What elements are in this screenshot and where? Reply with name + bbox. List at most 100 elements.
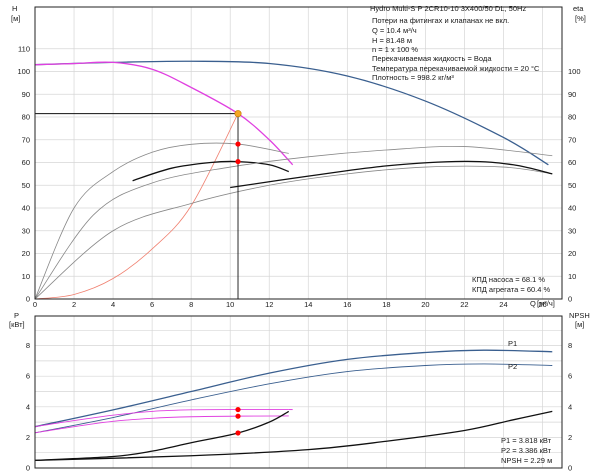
system-curve-curve [35,113,239,299]
head-axis-label: H [12,4,17,13]
power-npsh-marker-2 [235,413,241,419]
p1-value-note: P1 = 3.818 кВт [501,436,552,445]
p2-multi-curve [35,363,553,434]
info-line-flow: Q = 10.4 м³/ч [372,26,417,35]
duty-point-marker [234,110,242,118]
power-tick-4: 4 [26,402,30,411]
eta-axis-label: eta [573,4,584,13]
npsh-single-curve [35,410,290,461]
head-tick-50: 50 [22,181,30,190]
power-npsh-marker-1 [235,406,241,413]
head-tick-70: 70 [22,135,30,144]
eta-tick-20: 20 [568,249,576,258]
npsh-tick-2: 2 [568,433,572,442]
power-tick-8: 8 [26,341,30,350]
info-line-pump-model: Hydro Multi-S P 2CR10-10 3X400/50 DL, 50… [370,4,526,13]
x-tick-12: 12 [265,300,273,309]
info-line-temperature: Температура перекачиваемой жидкости = 20… [372,64,540,73]
head-tick-60: 60 [22,158,30,167]
npsh-value-note: NPSH = 2.29 м [501,456,552,465]
flow-axis-unit: [м³/ч] [537,299,555,308]
head-tick-10: 10 [22,272,30,281]
head-efficiency-panel: 0 2 4 6 8 10 12 14 16 18 20 22 24 26 0102030405060708… [11,4,586,309]
head-tick-30: 30 [22,226,30,235]
x-tick-6: 6 [150,300,154,309]
npsh-tick-8: 8 [568,341,572,350]
top-x-ticks: 0 2 4 6 8 10 12 14 16 18 20 22 24 26 [33,300,547,309]
npsh-multi-curve [35,410,553,461]
efficiency-marker-1 [235,141,241,147]
p1-multi-curve [35,349,553,428]
info-line-head: H = 81.48 м [372,36,412,45]
power-tick-2: 2 [26,433,30,442]
npsh-axis-ticks: 0 2 4 6 8 [568,341,572,472]
x-tick-20: 20 [421,300,429,309]
info-line-density: Плотность = 998.2 кг/м³ [372,73,454,82]
eta-axis-ticks: 0 10 20 30 40 50 60 70 80 90 100 [568,67,581,304]
efficiency-unit-1-curve [132,160,289,182]
info-line-liquid: Перекачиваемая жидкость = Вода [372,54,492,63]
x-tick-4: 4 [111,300,115,309]
x-tick-2: 2 [72,300,76,309]
x-tick-26: 26 [538,300,546,309]
efficiency-pump-2-curve [35,145,553,299]
p2-series-label: P2 [508,362,517,371]
x-tick-10: 10 [226,300,234,309]
eta-axis-unit: [%] [575,14,586,23]
eta-tick-0: 0 [568,295,572,304]
eta-tick-80: 80 [568,113,576,122]
info-line-losses-note: Потери на фитингах и клапанах не вкл. [372,16,509,25]
unit-efficiency-note: КПД агрегата = 60.4 % [472,285,550,294]
x-tick-16: 16 [343,300,351,309]
p1-series-label: P1 [508,339,517,348]
head-tick-80: 80 [22,113,30,122]
npsh-axis-label: NPSH [569,311,590,320]
eta-tick-90: 90 [568,90,576,99]
x-tick-0: 0 [33,300,37,309]
eta-tick-10: 10 [568,272,576,281]
head-tick-20: 20 [22,249,30,258]
head-tick-0: 0 [26,295,30,304]
power-axis-unit: [кВт] [9,320,25,329]
flow-axis-label: Q [530,299,536,308]
power-axis-ticks: 0 2 4 6 8 [26,341,30,472]
eta-tick-50: 50 [568,181,576,190]
power-axis-label: P [14,311,19,320]
p2-value-note: P2 = 3.386 кВт [501,446,552,455]
head-tick-100: 100 [17,67,30,76]
npsh-tick-6: 6 [568,372,572,381]
eta-tick-60: 60 [568,158,576,167]
npsh-tick-4: 4 [568,402,572,411]
head-multi-pump-curve [35,60,549,166]
x-tick-18: 18 [382,300,390,309]
info-line-speed: n = 1 x 100 % [372,45,418,54]
npsh-tick-0: 0 [568,464,572,473]
top-grid [34,7,562,300]
power-npsh-marker-3 [235,430,241,436]
pump-efficiency-note: КПД насоса = 68.1 % [472,275,545,284]
eta-tick-70: 70 [568,135,576,144]
head-single-pump-curve [35,61,294,166]
head-axis-ticks: 0 10 20 30 40 50 60 70 80 90 100 110 [17,44,30,303]
efficiency-pump-3-curve [35,165,553,299]
power-tick-0: 0 [26,464,30,473]
npsh-axis-unit: [м] [575,320,584,329]
bottom-markers [235,406,241,436]
power-tick-6: 6 [26,372,30,381]
efficiency-marker-2 [235,158,241,165]
head-tick-90: 90 [22,90,30,99]
power-npsh-panel: 0 2 4 6 8 0 2 4 6 8 P [кВт] NPSH [м] P1 P2 P1 = … [9,311,590,473]
top-markers [234,110,242,165]
x-tick-14: 14 [304,300,312,309]
head-tick-40: 40 [22,204,30,213]
eta-tick-40: 40 [568,204,576,213]
x-tick-22: 22 [460,300,468,309]
eta-tick-30: 30 [568,226,576,235]
x-tick-8: 8 [189,300,193,309]
head-axis-unit: [м] [11,14,20,23]
eta-tick-100: 100 [568,67,581,76]
head-tick-110: 110 [18,44,30,53]
efficiency-unit-2-curve [230,160,553,189]
info-block: Hydro Multi-S P 2CR10-10 3X400/50 DL, 50… [370,4,540,82]
